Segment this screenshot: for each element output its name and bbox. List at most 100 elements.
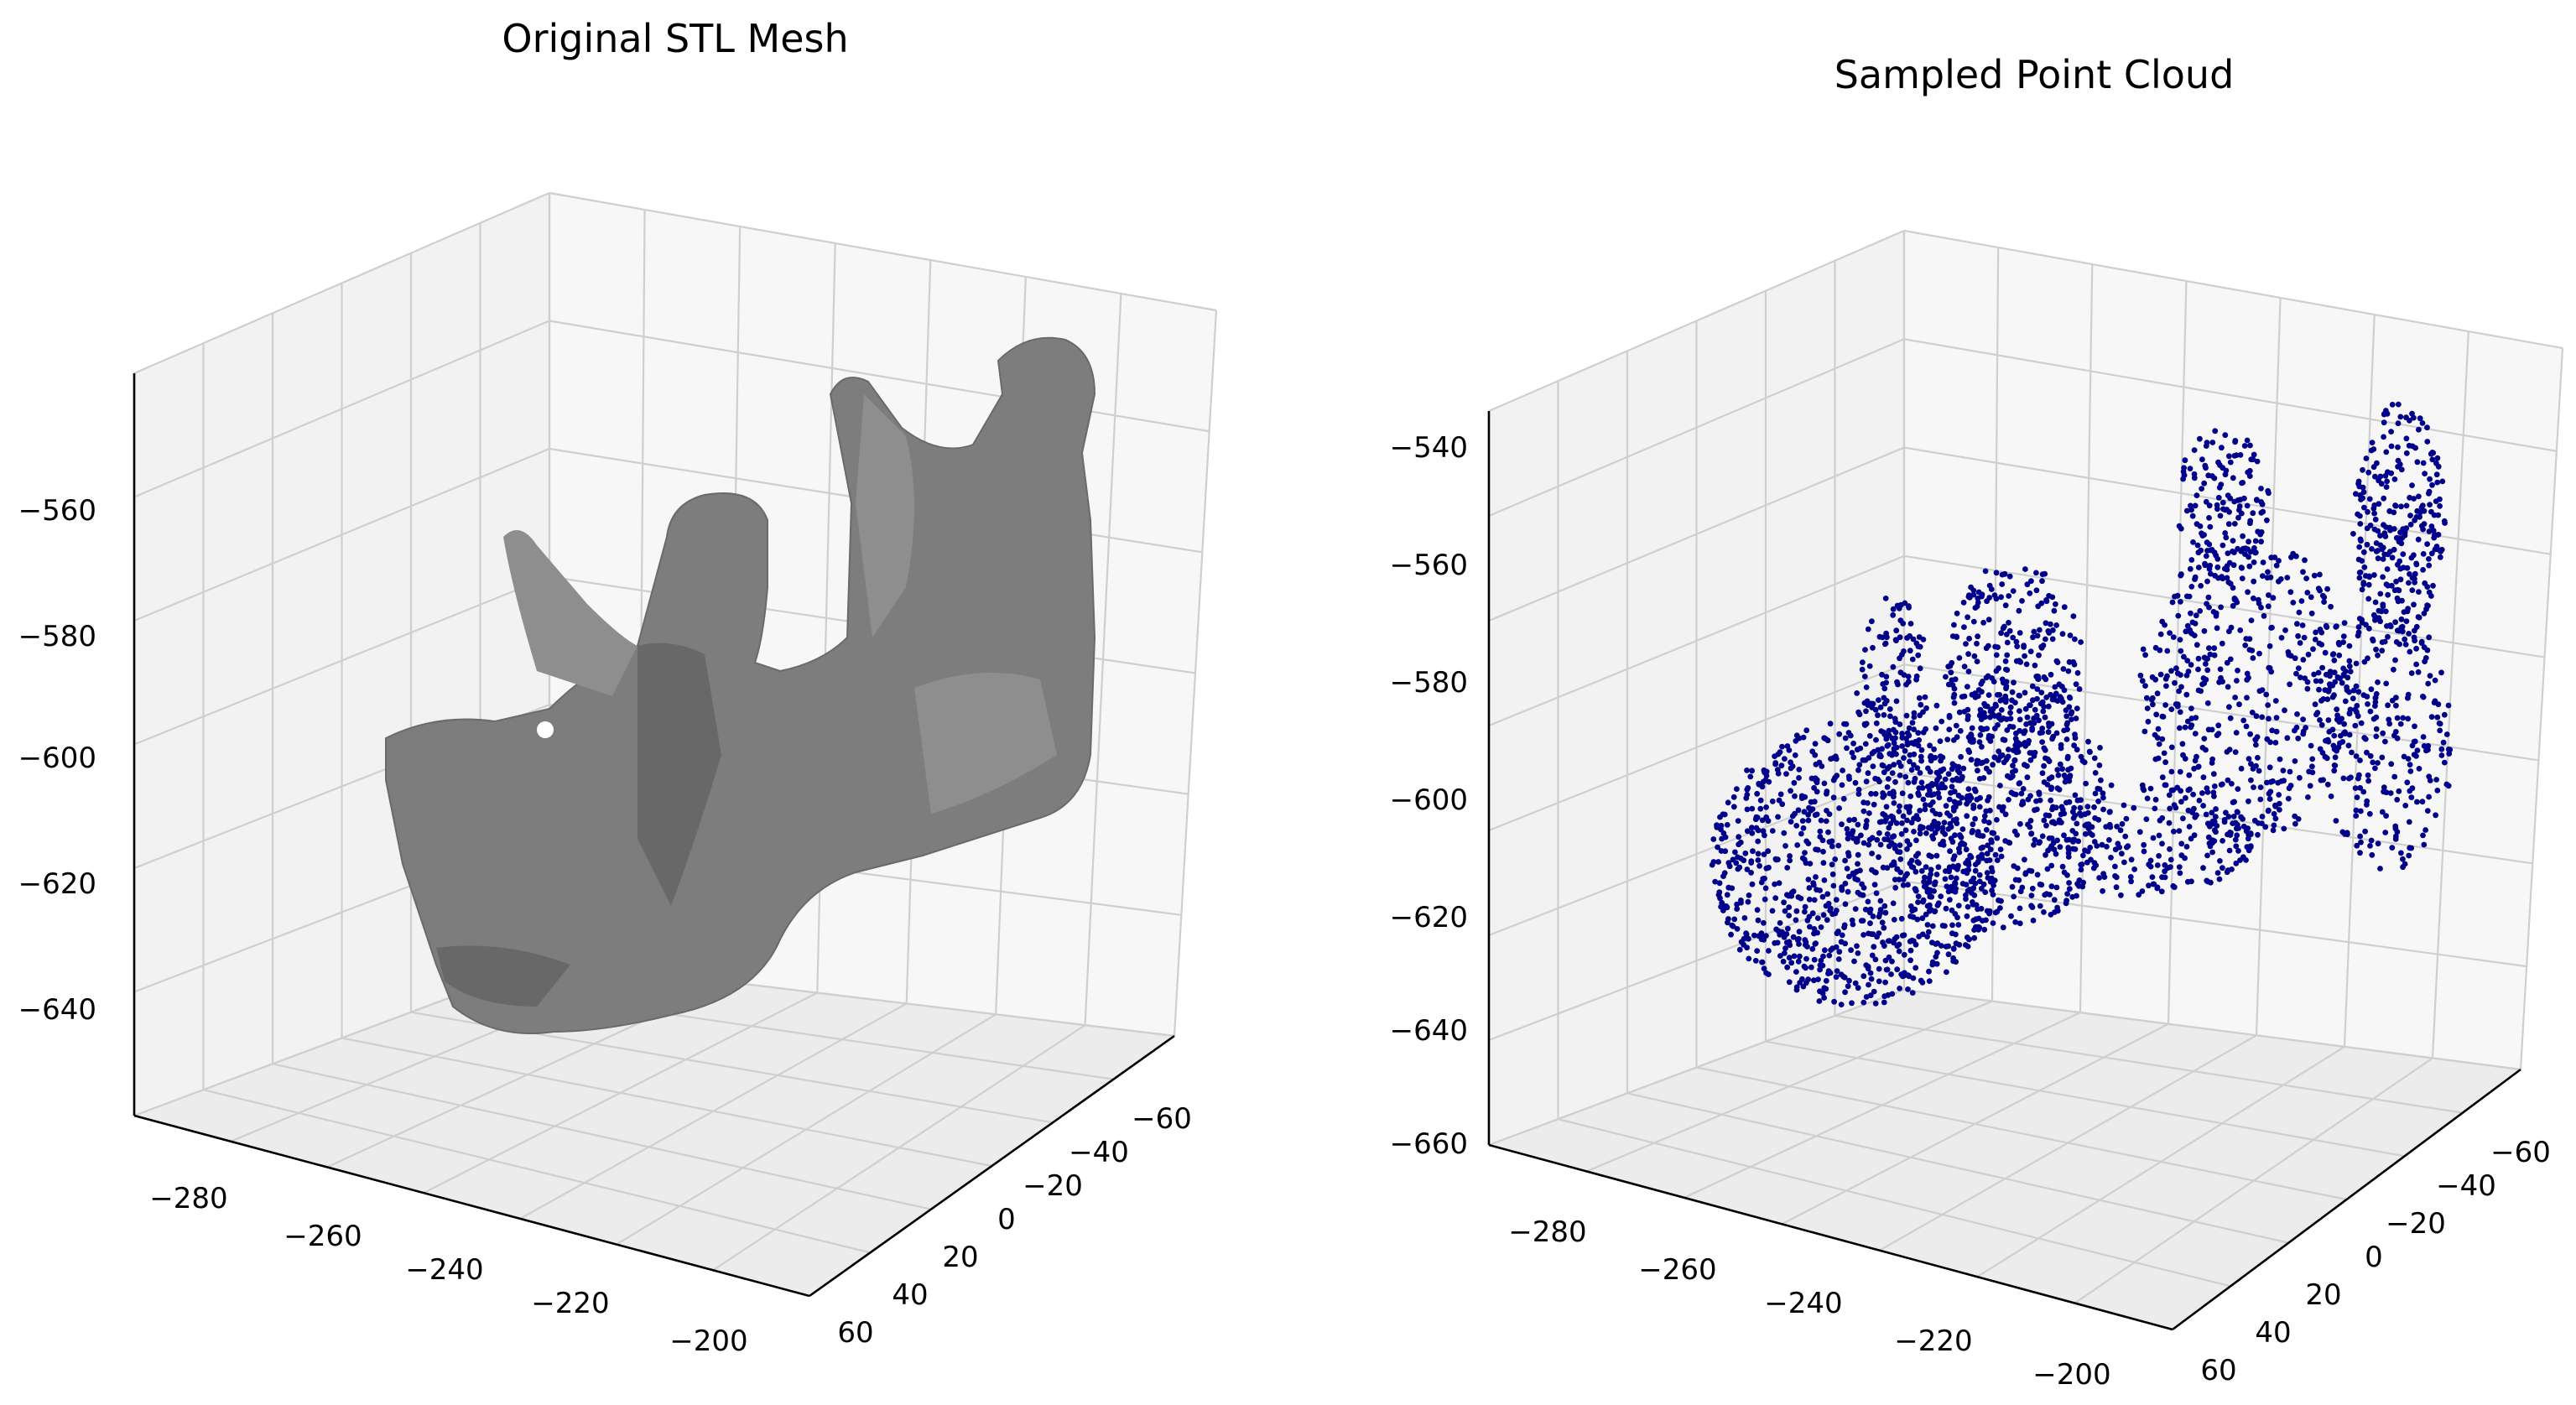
point-marker <box>2176 688 2183 695</box>
point-marker <box>1860 808 1867 814</box>
point-marker <box>2191 766 2198 772</box>
point-marker <box>1749 805 1756 812</box>
point-marker <box>2112 863 2118 870</box>
point-marker <box>2317 571 2323 578</box>
point-marker <box>2382 830 2389 835</box>
point-marker <box>1892 842 1898 849</box>
point-marker <box>2258 509 2265 516</box>
point-marker <box>2106 837 2112 843</box>
point-marker <box>2037 627 2043 633</box>
point-marker <box>2027 590 2033 596</box>
point-marker <box>1860 757 1866 763</box>
point-marker <box>1884 831 1891 837</box>
point-marker <box>1906 603 1912 609</box>
point-marker <box>1779 743 1785 750</box>
point-marker <box>2231 498 2238 505</box>
point-marker <box>2353 491 2359 497</box>
point-marker <box>2284 575 2291 580</box>
point-marker <box>2273 715 2280 721</box>
point-marker <box>2413 645 2420 652</box>
point-marker <box>2356 544 2363 550</box>
point-marker <box>2430 528 2437 533</box>
point-marker <box>2234 809 2240 815</box>
point-marker <box>2398 616 2405 622</box>
point-marker <box>1949 930 1955 937</box>
point-marker <box>2199 486 2205 492</box>
point-marker <box>1850 740 1857 747</box>
point-marker <box>1957 728 1964 734</box>
point-marker <box>2049 736 2056 742</box>
point-marker <box>2003 666 2009 673</box>
point-marker <box>1966 592 1972 598</box>
point-marker <box>1808 964 1814 970</box>
left-z-tick-label: −560 <box>18 494 96 528</box>
point-marker <box>2398 466 2405 473</box>
point-marker <box>1824 891 1831 898</box>
point-marker <box>2089 832 2095 838</box>
point-marker <box>2002 838 2009 844</box>
left-x-tick-label: −220 <box>531 1287 609 1320</box>
point-marker <box>2408 845 2415 851</box>
point-marker <box>2081 759 2088 766</box>
point-marker <box>2041 909 2047 915</box>
point-marker <box>2384 566 2391 572</box>
right-gridline <box>1558 1118 2231 1288</box>
point-marker <box>2265 569 2271 575</box>
point-marker <box>2216 485 2223 491</box>
point-marker <box>2418 638 2425 645</box>
point-marker <box>1932 879 1939 886</box>
point-marker <box>2355 624 2362 630</box>
point-marker <box>2251 451 2257 458</box>
point-marker <box>1974 640 1980 647</box>
point-marker <box>1766 971 1772 977</box>
point-marker <box>1949 682 1956 689</box>
point-marker <box>2369 440 2376 445</box>
point-marker <box>1854 690 1860 696</box>
point-marker <box>1798 830 1804 837</box>
point-marker <box>1808 775 1815 782</box>
point-marker <box>1788 765 1794 772</box>
point-marker <box>1904 846 1910 852</box>
point-marker <box>2412 517 2418 523</box>
left-gridline <box>423 991 818 1194</box>
point-marker <box>2432 698 2438 705</box>
point-marker <box>2039 699 2046 705</box>
point-marker <box>1803 727 1810 734</box>
point-marker <box>2346 731 2353 738</box>
point-marker <box>1884 784 1891 790</box>
point-marker <box>1870 913 1876 919</box>
point-marker <box>1924 934 1931 939</box>
point-marker <box>1907 793 1914 799</box>
point-marker <box>2411 738 2417 745</box>
point-marker <box>2437 727 2443 734</box>
point-marker <box>2419 420 2426 426</box>
point-marker <box>2096 762 2103 768</box>
point-marker <box>2213 806 2220 812</box>
point-marker <box>1867 920 1873 927</box>
point-marker <box>2361 504 2367 511</box>
point-marker <box>1765 848 1772 855</box>
point-marker <box>2170 883 2177 889</box>
point-marker <box>1777 791 1784 798</box>
point-marker <box>2367 523 2374 528</box>
point-marker <box>2386 716 2392 723</box>
point-marker <box>2092 770 2099 776</box>
right-x-tick-label: −200 <box>2032 1358 2110 1392</box>
point-marker <box>2227 656 2234 663</box>
point-marker <box>1776 880 1782 887</box>
point-marker <box>2168 706 2175 712</box>
point-marker <box>2063 836 2070 843</box>
point-marker <box>2201 627 2208 634</box>
point-marker <box>2043 822 2049 829</box>
point-marker <box>1890 606 1897 612</box>
point-marker <box>2235 848 2241 854</box>
point-marker <box>2246 636 2253 643</box>
right-plot-title: Sampled Point Cloud <box>1834 52 2235 97</box>
point-marker <box>2414 799 2420 805</box>
point-marker <box>2180 815 2186 822</box>
point-marker <box>1983 917 1989 924</box>
point-marker <box>2317 717 2323 723</box>
point-marker <box>1876 752 1883 758</box>
left-z-tick-label: −640 <box>18 993 96 1027</box>
point-marker <box>2225 579 2232 585</box>
